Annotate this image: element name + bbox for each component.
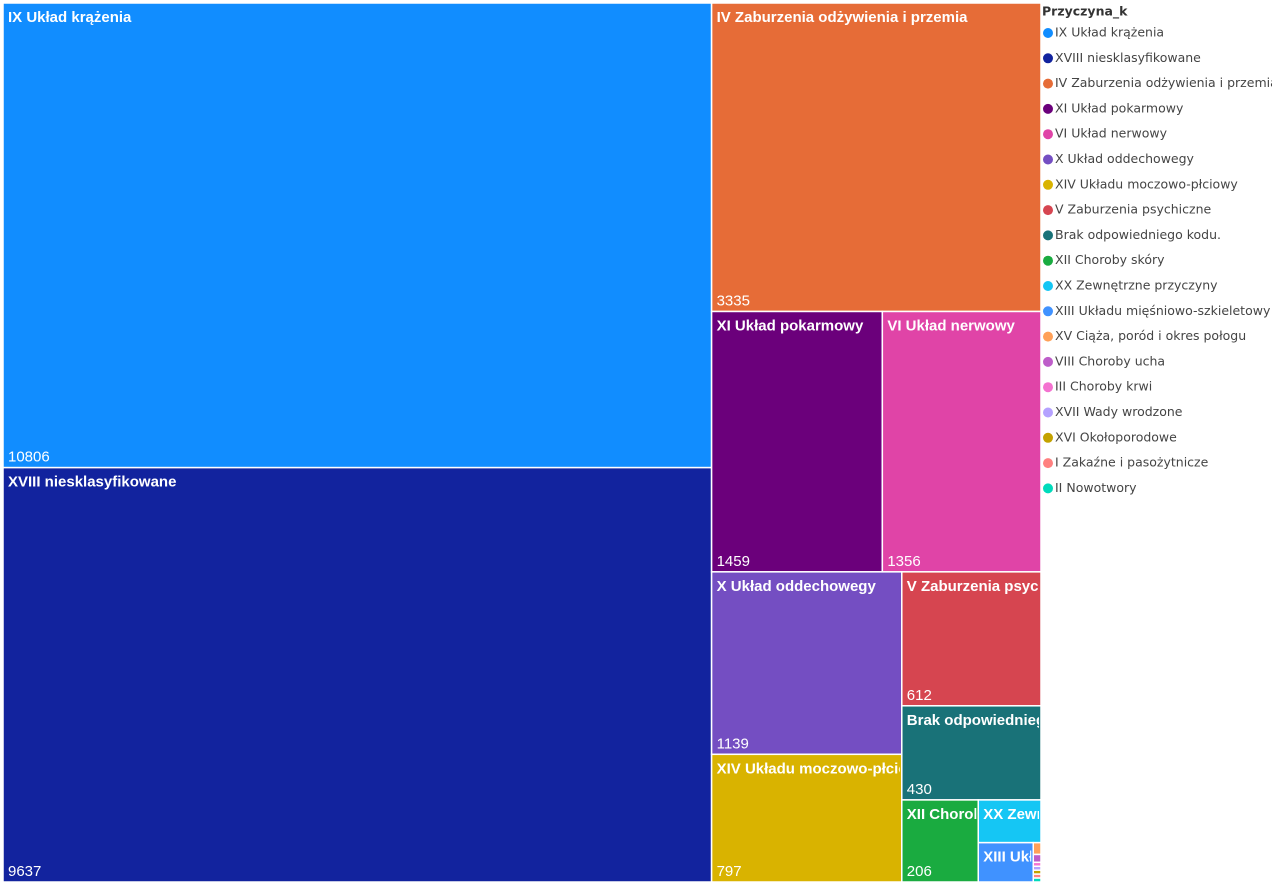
tile-value: 1356 [887,553,920,570]
treemap-tile [901,705,1042,801]
tile-label: XII Choroby skóry [907,806,1036,823]
tile-value: 612 [907,687,932,704]
tile-label: XIV Układu moczowo-płciowy [717,760,929,777]
legend-marker [1043,331,1053,342]
legend-label: XIV Układu moczowo-płciowy [1055,176,1238,191]
legend-label: V Zaburzenia psychiczne [1055,202,1211,217]
legend-marker [1043,78,1053,89]
legend-label: XVI Okołoporodowe [1055,429,1177,444]
legend-marker [1043,356,1053,367]
legend-marker [1043,103,1053,114]
tile-value: 9637 [8,863,41,880]
legend-label: VI Układ nerwowy [1055,126,1168,141]
treemap-tile [1032,841,1042,856]
treemap-tile [710,2,1042,313]
legend-label: Brak odpowiedniego kodu. [1055,227,1221,242]
treemap-tile [710,310,884,573]
tile-label: XI Układ pokarmowy [717,317,864,334]
legend-marker [1043,28,1053,38]
tile-label: XVIII niesklasyfikowane [8,474,176,491]
tile-value: 430 [907,781,932,798]
tile-value: 206 [907,863,932,880]
tile-label: XX Zewnętrzne przyczyny [983,806,1167,823]
legend-label: IV Zaburzenia odżywienia i przemia [1055,75,1272,90]
tile-label: XIII Układu mięśniowo-szkieletowy [983,849,1230,866]
legend-marker [1043,382,1053,393]
legend-marker [1043,432,1053,443]
legend-marker [1043,458,1053,469]
legend-label: X Układ oddechowegy [1055,151,1195,166]
legend-marker [1043,306,1053,317]
legend-marker [1043,255,1053,266]
legend-label: III Choroby krwi [1055,379,1152,394]
legend-label: IX Układ krążenia [1055,25,1164,40]
legend-label: VIII Choroby ucha [1055,353,1165,368]
treemap-tile [881,310,1042,573]
treemap-tile [1032,853,1042,864]
tile-value: 797 [717,863,742,880]
treemap-tile [2,2,713,469]
tile-value: 1459 [717,553,750,570]
legend-marker [1043,205,1053,216]
legend-marker [1043,179,1053,190]
legend-marker [1043,129,1053,140]
tile-label: IX Układ krążenia [8,9,132,26]
legend-label: XII Choroby skóry [1055,252,1165,267]
legend-marker [1043,483,1053,494]
treemap-tile [2,466,713,883]
tile-value: 1139 [717,735,749,752]
legend-marker [1043,154,1053,165]
legend-label: XX Zewnętrzne przyczyny [1055,278,1218,293]
treemap-tile [710,571,903,756]
legend-title: Przyczyna_k [1042,4,1128,20]
treemap-tile [901,571,1042,707]
legend-marker [1043,407,1053,418]
treemap-tile [977,841,1035,883]
legend-label: XVIII niesklasyfikowane [1055,50,1201,65]
treemap-tile [1032,877,1042,883]
tile-label: IV Zaburzenia odżywienia i przemia [717,9,969,26]
legend-label: XI Układ pokarmowy [1055,100,1184,115]
tile-value: 3335 [717,292,750,309]
legend-marker [1043,53,1053,64]
legend-label: XVII Wady wrodzone [1055,404,1183,419]
legend-label: XV Ciąża, poród i okres połogu [1055,328,1246,343]
tile-label: X Układ oddechowegy [717,578,877,595]
legend-marker [1043,230,1053,241]
tile-label: VI Układ nerwowy [887,317,1015,334]
treemap-tile [710,753,903,883]
tile-label: Brak odpowiedniego kodu. [907,712,1099,729]
tile-label: V Zaburzenia psychiczne [907,578,1085,595]
legend-label: II Nowotwory [1055,480,1137,495]
legend-label: XIII Układu mięśniowo-szkieletowy [1055,303,1271,318]
tile-value: 10806 [8,449,50,466]
legend-marker [1043,281,1053,291]
legend-label: I Zakaźne i pasożytnicze [1055,455,1209,470]
